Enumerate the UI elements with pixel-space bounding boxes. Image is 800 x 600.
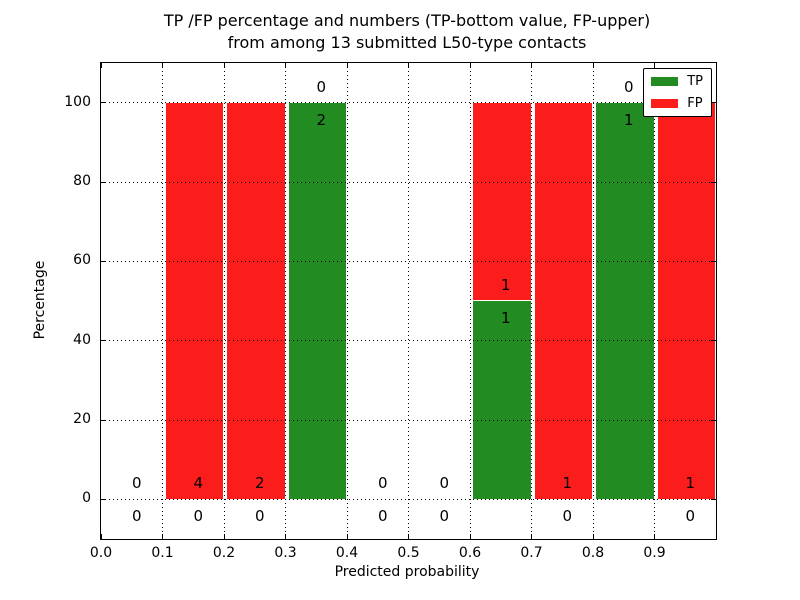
x-tick-top [592, 63, 594, 68]
tp-count-annotation: 0 [193, 507, 204, 526]
x-tick-label: 0.7 [520, 545, 543, 561]
tp-count-annotation: 0 [131, 507, 142, 526]
x-tick-label: 0.8 [581, 545, 605, 561]
x-tick-top [285, 63, 286, 68]
fp-count-annotation: 0 [316, 77, 327, 96]
fp-count-annotation: 1 [685, 474, 696, 493]
x-tick-bottom [223, 534, 225, 539]
legend-item-tp: TP [651, 74, 703, 89]
x-tick-top [223, 63, 225, 68]
plot-area: TP FP 0 20 40 60 80 100 0.0 0.1 0.2 0.3 0.4 0.5 0.6 0.… [64, 62, 717, 561]
fp-count-annotation: 0 [623, 77, 634, 96]
x-tick-bottom [346, 534, 348, 539]
tp-count-annotation: 1 [623, 110, 634, 129]
bar-segment-fp [473, 102, 531, 300]
chart-title-line2: from among 13 submitted L50-type contact… [227, 32, 587, 52]
fp-count-annotation: 1 [500, 276, 511, 295]
y-tick-right [711, 260, 716, 262]
x-tick-bottom [469, 534, 471, 539]
gridline-vertical [531, 63, 532, 539]
x-tick-top [408, 63, 409, 68]
y-tick-label: 100 [64, 93, 91, 110]
x-tick-bottom [408, 534, 409, 539]
fp-count-annotation: 0 [131, 474, 142, 493]
x-tick-top [654, 63, 655, 68]
x-tick-label: 0.0 [89, 545, 113, 561]
x-tick-bottom [285, 534, 286, 539]
y-tick-left [101, 260, 106, 262]
fp-count-annotation: 0 [439, 474, 450, 493]
legend-label-tp: TP [687, 74, 703, 89]
x-tick-bottom [531, 534, 532, 539]
fp-count-annotation: 1 [562, 474, 573, 493]
y-tick-left [101, 340, 106, 342]
y-tick-right [711, 498, 716, 500]
y-tick-left [101, 419, 106, 421]
chart-title-line1: TP /FP percentage and numbers (TP-bottom… [163, 11, 651, 30]
y-tick-right [711, 340, 716, 342]
bar-segment-fp [657, 102, 715, 500]
bar-segment-fp [165, 102, 223, 500]
x-tick-top [162, 63, 163, 68]
x-tick-label: 0.9 [643, 545, 666, 561]
gridline-vertical [346, 63, 348, 539]
tp-count-annotation: 2 [316, 110, 327, 129]
y-tick-left [101, 102, 106, 104]
y-tick-label: 60 [73, 252, 91, 269]
x-tick-top [469, 63, 471, 68]
gridline-vertical [162, 63, 163, 539]
x-tick-top [100, 63, 102, 68]
y-tick-label: 0 [82, 490, 91, 507]
y-tick-right [711, 181, 716, 183]
x-tick-bottom [100, 534, 102, 539]
chart-title: TP /FP percentage and numbers (TP-bottom… [164, 10, 650, 53]
tp-count-annotation: 0 [562, 507, 573, 526]
x-tick-label: 0.1 [151, 545, 174, 561]
x-tick-label: 0.2 [212, 545, 236, 561]
x-tick-bottom [654, 534, 655, 539]
tp-count-annotation: 1 [500, 309, 511, 328]
tp-count-annotation: 0 [439, 507, 450, 526]
y-tick-label: 20 [73, 411, 91, 427]
gridline-vertical [592, 63, 594, 539]
y-tick-label: 80 [73, 173, 91, 189]
bar-segment-tp [473, 301, 531, 500]
tp-count-annotation: 0 [377, 507, 388, 526]
bar-segment-fp [534, 102, 592, 500]
y-tick-left [101, 181, 106, 183]
bar-segment-fp [227, 102, 285, 500]
gridline-vertical [408, 63, 409, 539]
x-tick-top [531, 63, 532, 68]
gridline-vertical [469, 63, 471, 539]
legend-swatch-fp [651, 99, 679, 108]
legend-swatch-tp [651, 77, 679, 86]
gridline-vertical [285, 63, 286, 539]
x-tick-top [346, 63, 348, 68]
bar-segment-tp [288, 102, 346, 500]
fp-count-annotation: 0 [377, 474, 388, 493]
legend-label-fp: FP [687, 96, 703, 111]
fp-count-annotation: 2 [254, 474, 265, 493]
gridline-vertical [223, 63, 225, 539]
y-tick-left [101, 498, 106, 500]
x-tick-label: 0.5 [397, 545, 420, 561]
gridline-vertical [654, 63, 655, 539]
x-tick-label: 0.6 [458, 545, 482, 561]
fp-count-annotation: 4 [193, 474, 204, 493]
tp-count-annotation: 0 [685, 507, 696, 526]
x-tick-label: 0.4 [335, 545, 359, 561]
tp-count-annotation: 0 [254, 507, 265, 526]
x-tick-bottom [592, 534, 594, 539]
y-axis-label: Percentage [32, 260, 48, 340]
bar-segment-tp [596, 102, 654, 500]
legend: TP FP [643, 68, 712, 117]
x-tick-bottom [162, 534, 163, 539]
y-tick-right [711, 102, 716, 104]
x-axis-label: Predicted probability [334, 564, 480, 580]
y-tick-right [711, 419, 716, 421]
x-tick-label: 0.3 [274, 545, 297, 561]
y-tick-label: 40 [73, 331, 91, 348]
legend-item-fp: FP [651, 96, 703, 111]
